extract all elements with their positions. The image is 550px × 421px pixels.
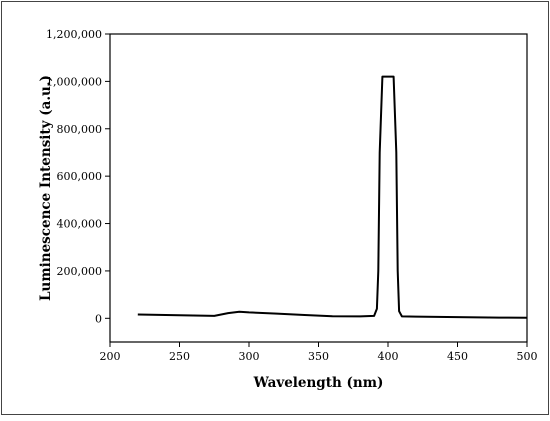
x-tick-label: 300 [239, 350, 260, 363]
y-tick-label: 200,000 [57, 265, 103, 278]
x-axis-ticks: 200 250 300 350 400 450 500 [100, 342, 538, 363]
x-tick-label: 500 [517, 350, 538, 363]
x-axis-label: Wavelength (nm) [253, 375, 384, 391]
x-tick-label: 250 [169, 350, 190, 363]
y-tick-label: 400,000 [57, 218, 103, 231]
x-tick-label: 400 [378, 350, 399, 363]
y-axis-label: Luminescence Intensity (a.u.) [38, 75, 54, 301]
y-tick-label: 1,200,000 [46, 28, 102, 41]
x-tick-label: 450 [447, 350, 468, 363]
x-tick-label: 200 [100, 350, 121, 363]
spectrum-line [137, 75, 528, 319]
y-tick-label: 600,000 [57, 170, 103, 183]
y-tick-label: 0 [95, 312, 102, 325]
y-tick-label: 800,000 [57, 123, 103, 136]
x-tick-label: 350 [308, 350, 329, 363]
y-axis-ticks: 0 200,000 400,000 600,000 800,000 1,000,000 1,… [46, 28, 110, 325]
y-tick-label: 1,000,000 [46, 75, 102, 88]
